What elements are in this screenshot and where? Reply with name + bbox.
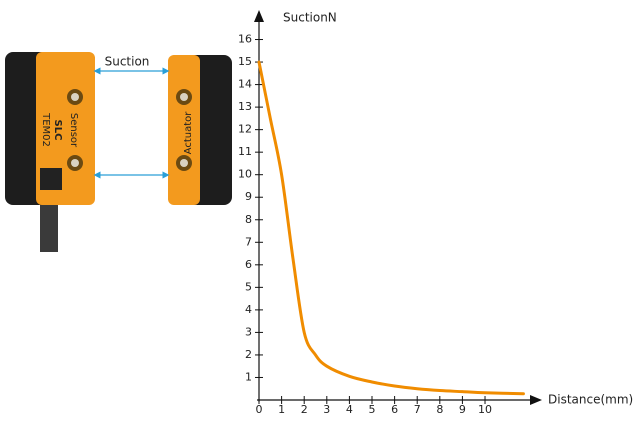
x-tick-label: 1 xyxy=(278,403,285,416)
y-tick-label: 4 xyxy=(245,303,252,316)
y-tick-label: 10 xyxy=(238,168,252,181)
cable xyxy=(40,200,58,252)
y-axis-label: SuctionN xyxy=(283,11,337,25)
screw xyxy=(180,159,188,167)
x-tick-label: 2 xyxy=(301,403,308,416)
brand-text: SLC xyxy=(52,120,63,141)
y-tick-label: 9 xyxy=(245,190,252,203)
x-tick-label: 9 xyxy=(459,403,466,416)
model-text: TEM02 xyxy=(40,112,51,147)
x-tick-label: 10 xyxy=(478,403,492,416)
y-tick-label: 14 xyxy=(238,78,252,91)
page: Sensor SLC TEM02 Actuator Suction Suctio… xyxy=(0,0,640,417)
gap-label: Suction xyxy=(105,55,150,69)
y-tick-label: 1 xyxy=(245,370,252,383)
actuator-text: Actuator xyxy=(183,111,194,155)
screw xyxy=(71,159,79,167)
y-tick-label: 3 xyxy=(245,325,252,338)
qr-code xyxy=(40,168,62,190)
x-tick-label: 6 xyxy=(391,403,398,416)
y-tick-label: 8 xyxy=(245,213,252,226)
x-axis-label: Distance(mm) xyxy=(548,393,633,407)
y-tick-label: 7 xyxy=(245,235,252,248)
x-tick-label: 0 xyxy=(256,403,263,416)
sensor-text: Sensor xyxy=(68,113,79,148)
x-tick-label: 4 xyxy=(346,403,353,416)
y-tick-label: 11 xyxy=(238,145,252,158)
y-tick-label: 6 xyxy=(245,258,252,271)
curve xyxy=(259,62,523,394)
x-tick-label: 8 xyxy=(436,403,443,416)
screw xyxy=(71,93,79,101)
y-tick-label: 12 xyxy=(238,123,252,136)
y-tick-label: 16 xyxy=(238,33,252,46)
y-tick-label: 5 xyxy=(245,280,252,293)
x-axis-arrow xyxy=(530,395,542,405)
x-tick-label: 3 xyxy=(323,403,330,416)
y-tick-label: 2 xyxy=(245,348,252,361)
y-axis-arrow xyxy=(254,10,264,22)
x-tick-label: 7 xyxy=(414,403,421,416)
y-tick-label: 13 xyxy=(238,100,252,113)
screw xyxy=(180,93,188,101)
x-tick-label: 5 xyxy=(369,403,376,416)
illustration: Sensor SLC TEM02 Actuator Suction xyxy=(5,52,232,252)
y-tick-label: 15 xyxy=(238,55,252,68)
